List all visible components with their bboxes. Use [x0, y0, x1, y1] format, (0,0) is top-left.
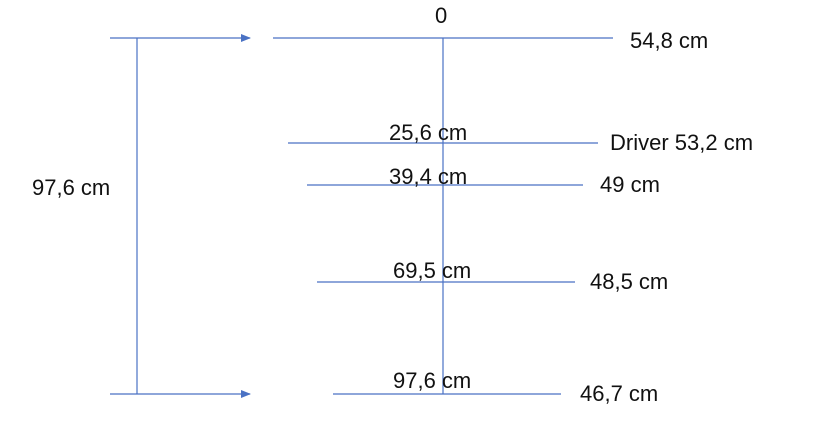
position-label-level-0: 0 — [435, 3, 448, 28]
position-label-level-4: 97,6 cm — [393, 368, 472, 393]
width-label-level-4: 46,7 cm — [580, 381, 659, 406]
width-label-level-3: 48,5 cm — [590, 269, 669, 294]
position-label-level-1: 25,6 cm — [389, 120, 468, 145]
width-label-level-2: 49 cm — [600, 172, 660, 197]
position-label-level-3: 69,5 cm — [393, 258, 472, 283]
width-label-level-0: 54,8 cm — [630, 28, 709, 53]
position-label-level-2: 39,4 cm — [389, 164, 468, 189]
total-length-label: 97,6 cm — [32, 175, 111, 200]
width-label-level-1: Driver 53,2 cm — [610, 130, 754, 155]
